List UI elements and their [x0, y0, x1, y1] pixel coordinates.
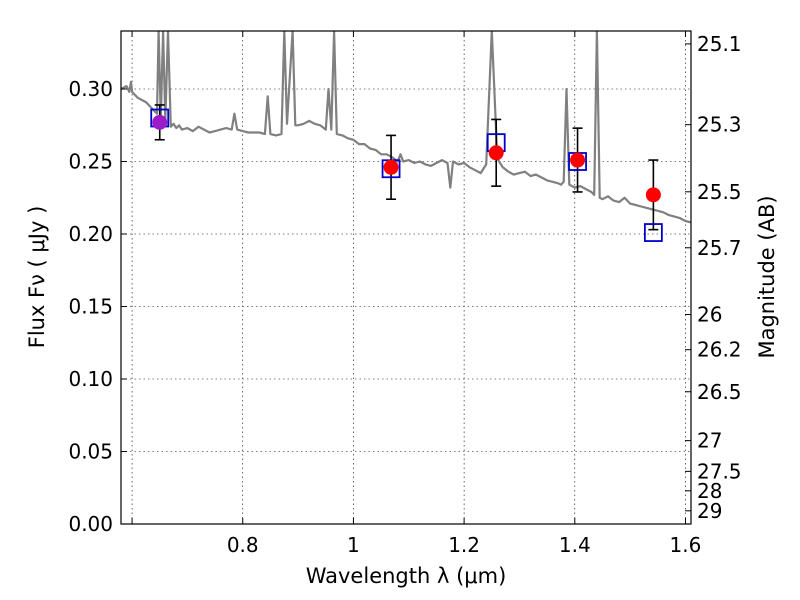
y2-tick-label: 27: [697, 429, 722, 453]
y-tick-label: 0.30: [68, 77, 113, 101]
y-tick-label: 0.20: [68, 222, 113, 246]
y-axis-label: Flux Fν ( μJy ): [25, 206, 49, 349]
y-tick-label: 0.25: [68, 150, 113, 174]
x-tick-label: 1.4: [559, 533, 591, 557]
y-tick-label: 0.15: [68, 295, 113, 319]
y2-tick-label: 26: [697, 302, 722, 326]
y2-tick-label: 25.1: [697, 32, 742, 56]
y-tick-label: 0.05: [68, 440, 113, 464]
x-axis-label: Wavelength λ (μm): [306, 564, 507, 588]
model-square: [643, 223, 663, 242]
plot-area: [121, 31, 691, 242]
observed-point: [570, 152, 586, 168]
y2-tick-label: 27.5: [697, 459, 742, 483]
y2-tick-label: 26.5: [697, 380, 742, 404]
y2-tick-label: 25.5: [697, 180, 742, 204]
x-tick-label: 0.8: [227, 533, 259, 557]
x-tick-label: 1.6: [670, 533, 702, 557]
y-tick-label: 0.00: [68, 512, 113, 536]
x-tick-label: 1.2: [448, 533, 480, 557]
y2-tick-label: 29: [697, 499, 722, 523]
y-tick-label: 0.10: [68, 367, 113, 391]
observed-point: [645, 187, 661, 203]
plot-frame: [120, 30, 692, 525]
y2-axis-label: Magnitude (AB): [755, 195, 779, 358]
observed-point: [488, 145, 504, 161]
spectrum-line: [121, 31, 691, 224]
y2-tick-label: 25.7: [697, 236, 742, 260]
x-tick-label: 1: [347, 533, 360, 557]
y2-tick-label: 26.2: [697, 338, 742, 362]
axes: 0.8 1 1.2 1.4 1.6 0.00 0.05 0.10 0.15 0.20 0.25 0.3…: [68, 31, 742, 557]
observed-point: [383, 159, 399, 175]
y2-tick-label: 25.3: [697, 113, 742, 137]
observed-point: [152, 114, 168, 130]
y2-tick-label: 28: [697, 479, 722, 503]
